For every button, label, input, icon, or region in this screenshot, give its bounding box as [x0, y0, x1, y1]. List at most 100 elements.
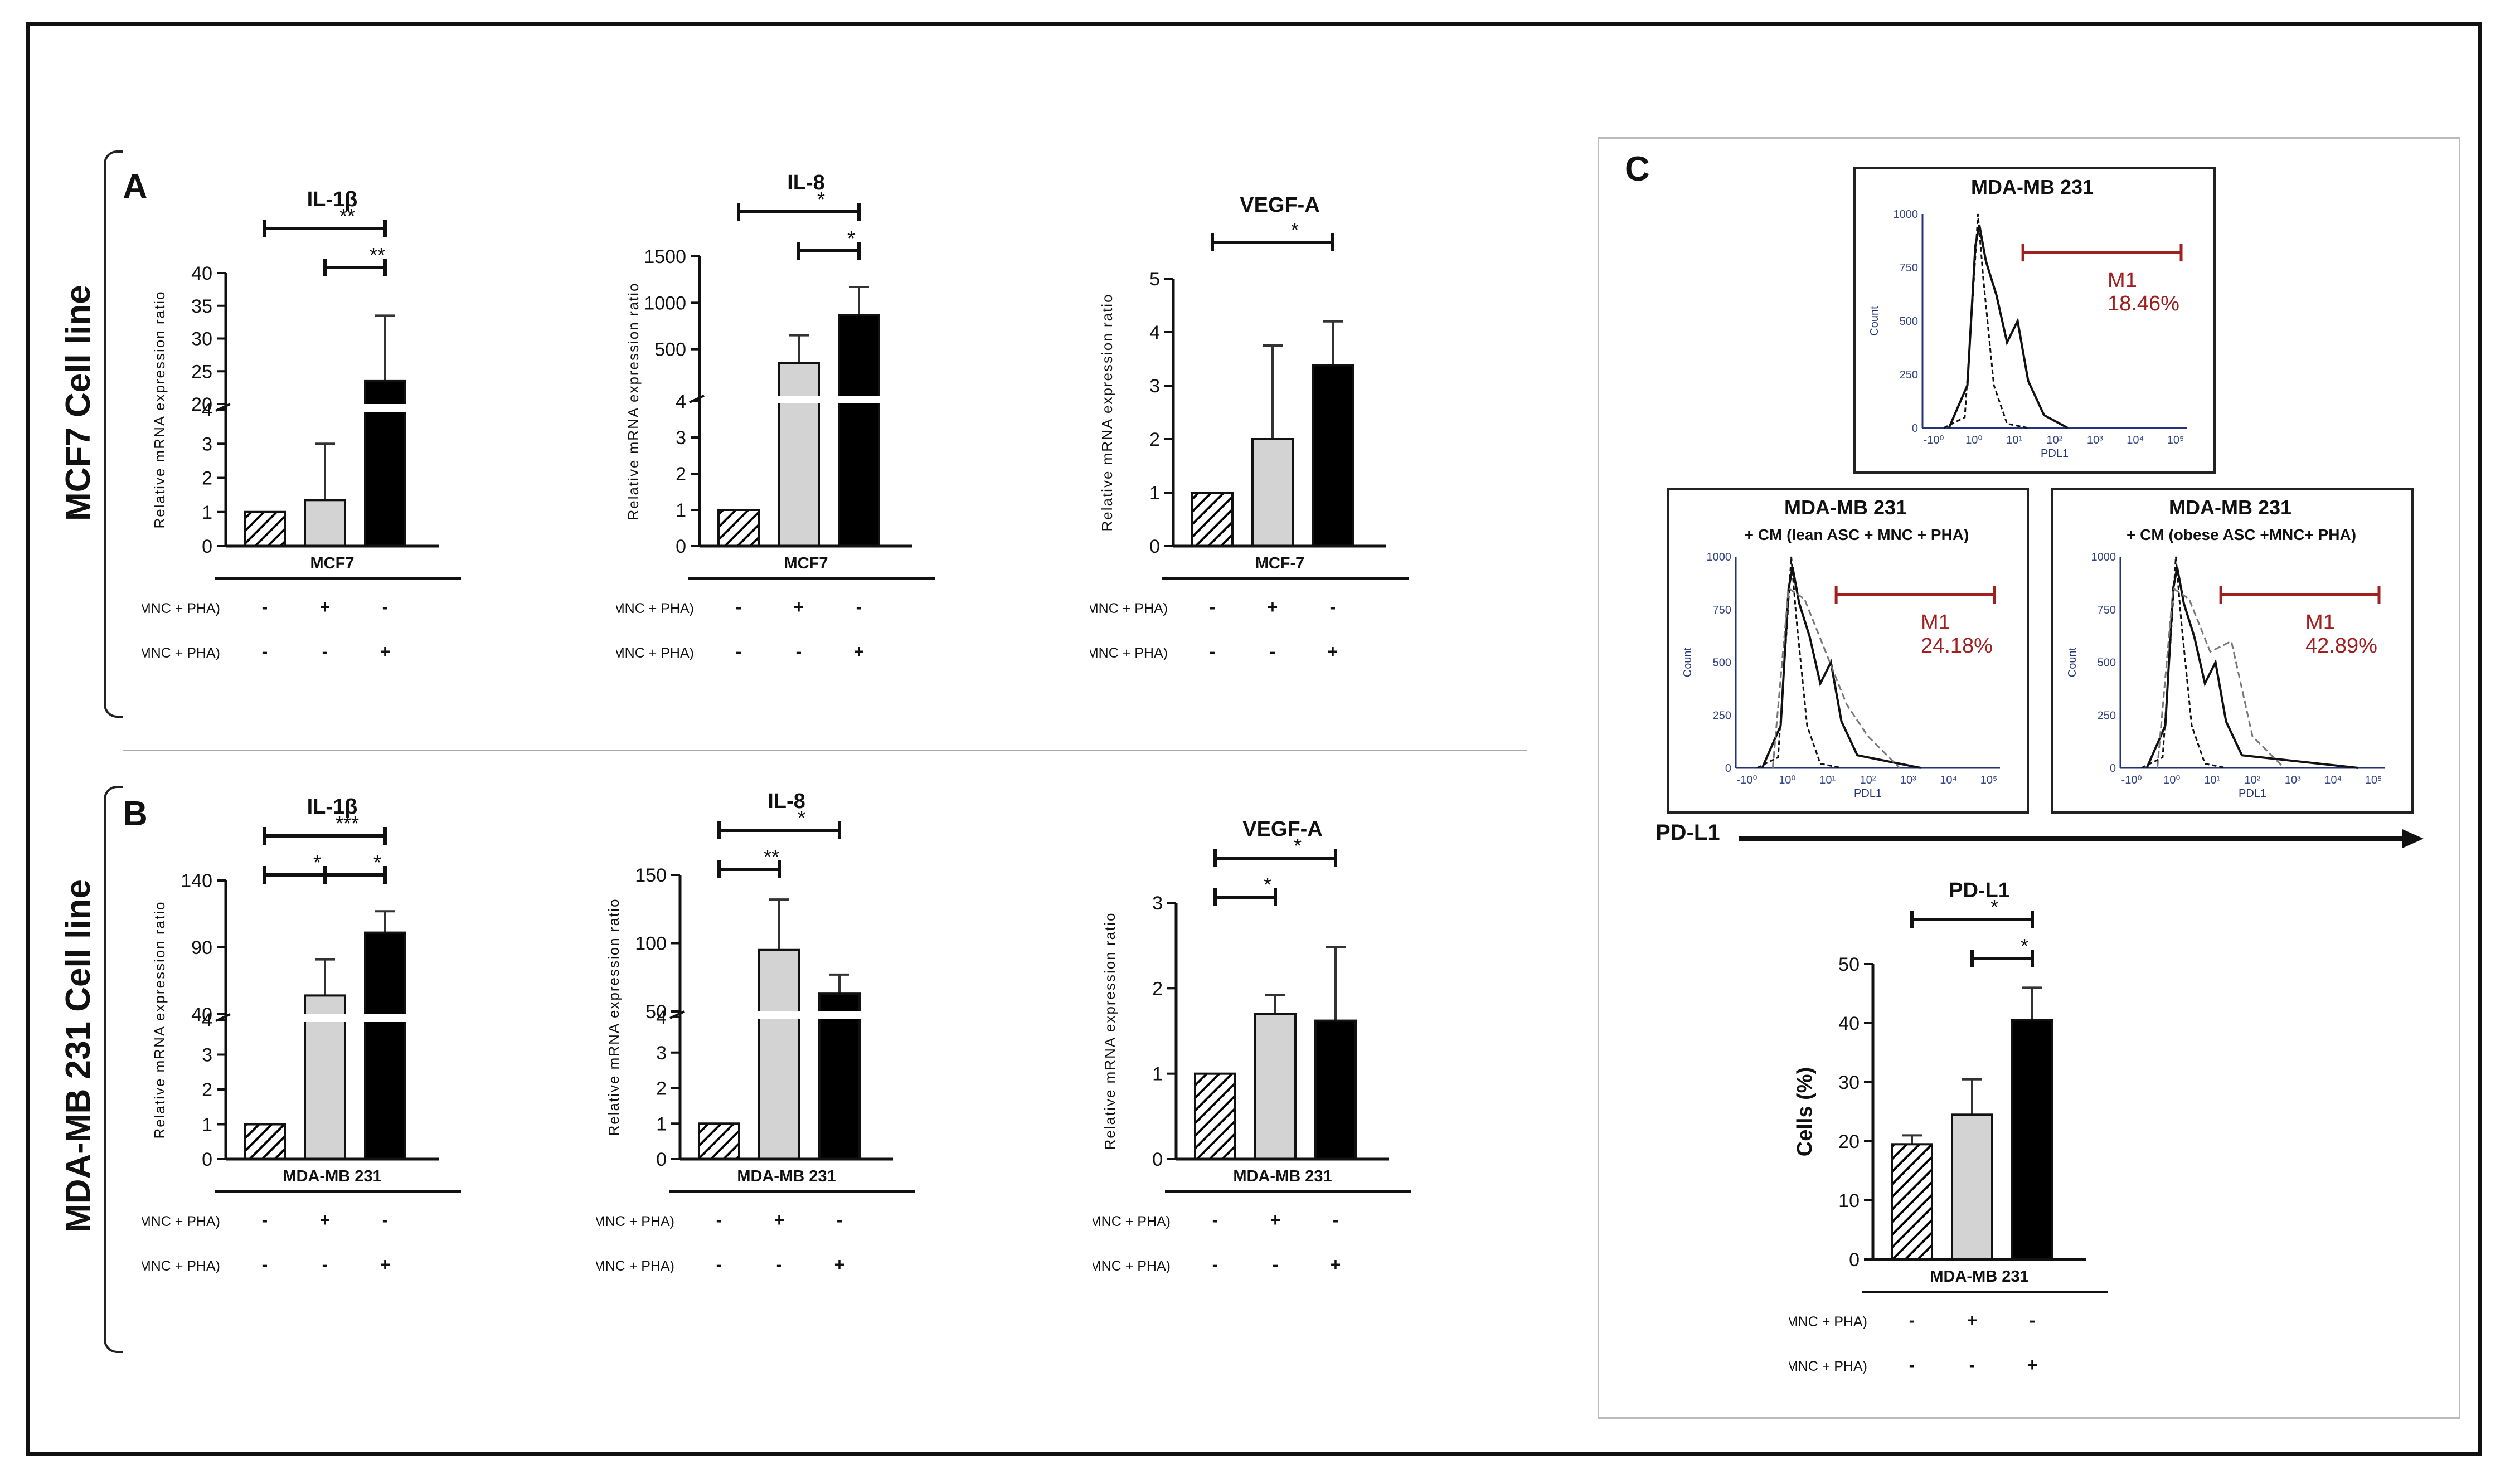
histogram-treated-curve	[2156, 587, 2285, 769]
histogram-isotype-curve	[2141, 556, 2226, 769]
sign-obese: -	[1270, 641, 1276, 661]
y-tick-label: 25	[191, 361, 212, 382]
group-label: MDA-MB 231	[283, 1167, 381, 1185]
panel-letter-a: A	[123, 168, 148, 206]
y-tick-label: 40	[1838, 1013, 1860, 1034]
histogram-sample-curve	[2145, 567, 2358, 769]
significance-label: ***	[336, 812, 359, 835]
y-tick-label: 4	[656, 1007, 667, 1028]
histogram-x-tick: 10¹	[2204, 774, 2220, 786]
sign-lean: +	[320, 597, 331, 617]
axis-break-gap-bars	[711, 396, 1079, 403]
gate-name: M1	[2305, 611, 2335, 634]
histogram-x-tick: 10⁵	[2167, 434, 2184, 446]
histogram-y-label: Count	[1868, 306, 1881, 336]
y-tick-label: 2	[676, 464, 686, 485]
pdl1-axis-arrow	[1739, 829, 2424, 848]
y-tick-label: 0	[1152, 1149, 1163, 1170]
gate-percent: 24.18%	[1921, 634, 1993, 658]
sign-lean: +	[794, 597, 804, 617]
histogram-svg: MDA-MB 231 + CM (obese ASC +MNC+ PHA) 0 250…	[2066, 496, 2385, 800]
sign-lean: -	[1210, 597, 1216, 617]
sign-lean: -	[1909, 1310, 1915, 1330]
y-tick-label: 0	[656, 1149, 667, 1170]
histogram-y-tick: 1000	[1894, 208, 1919, 221]
y-tick-label: 3	[1149, 376, 1160, 397]
histogram-y-tick: 1000	[1707, 551, 1732, 563]
y-tick-label: 0	[1149, 536, 1160, 557]
histogram-x-tick: -10⁰	[1924, 434, 1944, 446]
histogram-y-label: Count	[2066, 647, 2079, 677]
histogram-title: MDA-MB 231	[1784, 496, 1907, 519]
sign-obese: +	[380, 641, 391, 661]
condition-label-obese: CM (obese ASC + MNC + PHA)	[1093, 1258, 1171, 1274]
sign-lean: -	[2030, 1310, 2036, 1330]
axis-break-gap-bars	[237, 1014, 599, 1022]
y-tick-label: 1	[202, 1115, 212, 1136]
histogram-x-tick: 10⁴	[2127, 434, 2144, 446]
sign-obese: -	[1212, 1254, 1218, 1274]
histogram-y-tick: 1000	[2091, 551, 2116, 563]
condition-label-lean: CM (lean ASC + MNC + PHA)	[596, 1214, 674, 1229]
histogram-x-tick: 10³	[2087, 434, 2103, 446]
bar-obese	[818, 992, 861, 1160]
histogram-treated-curve	[1771, 587, 1900, 769]
sign-obese: -	[1273, 1254, 1279, 1274]
condition-label-obese: CM (obese ASC + MNC + PHA)	[616, 645, 694, 661]
axis-break-gap-bars	[237, 404, 599, 412]
condition-label-obese: CM (obese ASC + MNC + PHA)	[142, 645, 220, 661]
chart-svg: IL-1β Relative mRNA expression ratio 0 1 2 3 4…	[142, 188, 599, 661]
condition-label-lean: CM (lean ASC + MNC + PHA)	[1090, 601, 1168, 616]
sign-lean: +	[1268, 597, 1278, 617]
histogram-x-tick: 10²	[2245, 774, 2261, 786]
sign-lean: -	[1333, 1210, 1339, 1230]
histogram-isotype-curve	[1943, 213, 2028, 429]
bar-obese	[838, 314, 880, 547]
histogram-x-tick: 10³	[2285, 774, 2301, 786]
sign-obese: +	[1331, 1254, 1341, 1274]
sign-lean: -	[382, 597, 389, 617]
sign-obese: -	[262, 641, 268, 661]
y-axis-label: Relative mRNA expression ratio	[1099, 293, 1115, 531]
significance-label: *	[847, 227, 855, 250]
condition-label-lean: CM (lean ASC + MNC + PHA)	[142, 601, 220, 616]
histogram-x-tick: 10¹	[1819, 774, 1836, 786]
sign-lean: -	[837, 1210, 843, 1230]
sign-lean: -	[1212, 1210, 1218, 1230]
chart-title: VEGF-A	[1242, 818, 1323, 841]
histogram-y-tick: 500	[1900, 315, 1918, 328]
histogram-x-tick: 10⁴	[1940, 774, 1957, 786]
y-tick-label: 30	[191, 329, 212, 350]
condition-label-obese: CM (obese ASC + MNC + PHA)	[142, 1258, 220, 1274]
bar-lean	[1951, 1113, 1993, 1261]
histogram-y-tick: 750	[1713, 604, 1731, 616]
condition-label-lean: CM (lean ASC + MNC + PHA)	[142, 1214, 220, 1229]
histogram-x-tick: 10⁵	[2365, 774, 2382, 786]
y-tick-label: 20	[1838, 1131, 1860, 1152]
chart-b-il8: IL-8 Relative mRNA expression ratio 0 1 2 3 4 5…	[596, 780, 1087, 1304]
sign-lean: -	[856, 597, 862, 617]
condition-label-obese: CM (obese ASC + MNC + PHA)	[1090, 645, 1168, 661]
histogram-x-tick: 10¹	[2006, 434, 2022, 446]
y-tick-label: 40	[191, 1004, 212, 1025]
axis-break-gap-bars	[691, 1011, 1087, 1019]
bar-control	[698, 1122, 740, 1160]
row-brace-top	[104, 150, 123, 718]
histogram-y-tick: 0	[1725, 762, 1731, 775]
histogram-y-tick: 0	[2110, 762, 2116, 775]
y-tick-label: 3	[656, 1043, 667, 1064]
row-divider	[123, 750, 1527, 751]
group-label: MDA-MB 231	[737, 1167, 836, 1185]
histogram-y-label: Count	[1682, 647, 1694, 677]
histogram-title: MDA-MB 231	[2169, 496, 2291, 519]
y-tick-label: 2	[202, 468, 212, 489]
significance-label: *	[2021, 935, 2028, 957]
histogram-svg: MDA-MB 231 + CM (lean ASC + MNC + PHA) 0 25…	[1682, 496, 2000, 800]
histogram-x-tick: 10⁰	[2163, 774, 2180, 786]
y-tick-label: 50	[1838, 954, 1860, 975]
bar-obese	[1312, 364, 1354, 547]
chart-svg: VEGF-A Relative mRNA expression ratio 0 1 2 3…	[1093, 818, 1411, 1274]
sign-obese: +	[380, 1254, 391, 1274]
histogram-x-tick: 10⁰	[1779, 774, 1795, 786]
group-label: MCF7	[310, 554, 355, 572]
